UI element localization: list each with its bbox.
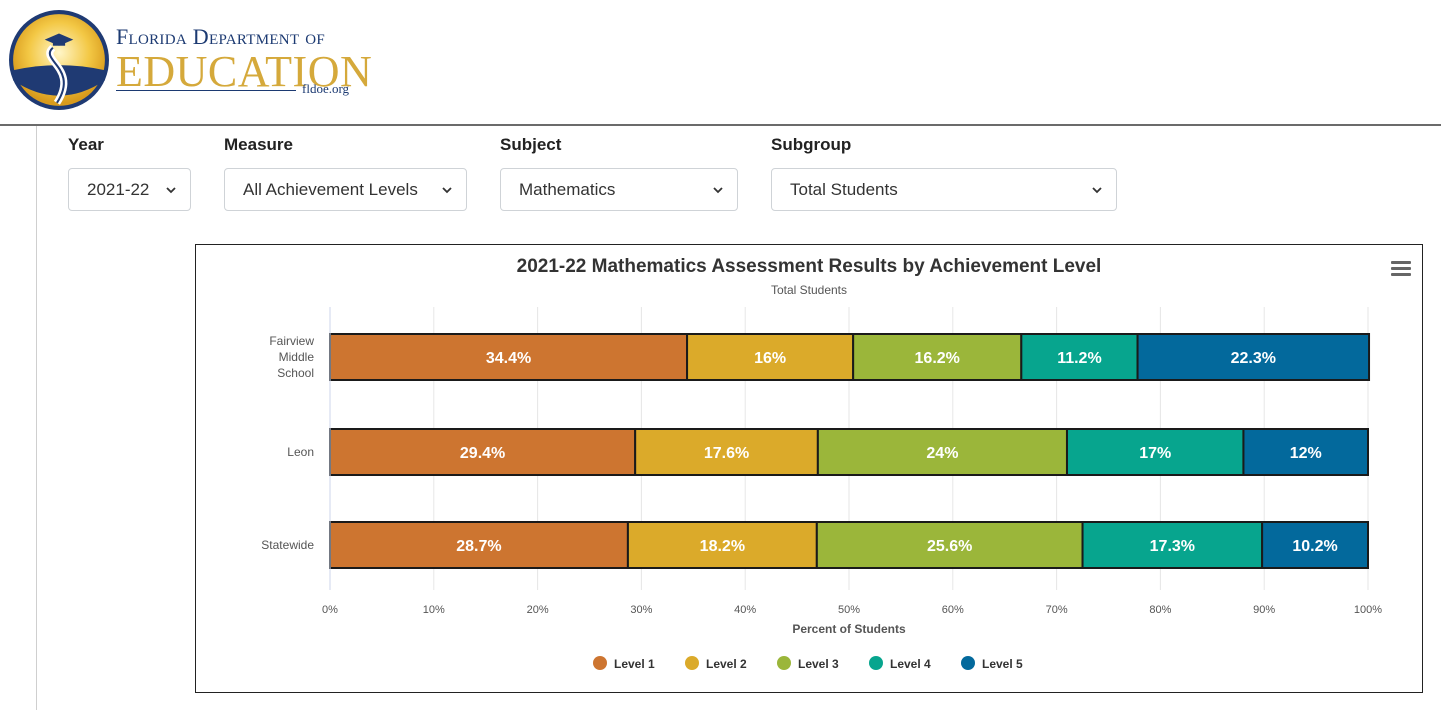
- subject-label: Subject: [500, 135, 562, 154]
- legend-item-label: Level 5: [982, 657, 1023, 671]
- x-axis-title: Percent of Students: [792, 622, 906, 636]
- year-label: Year: [68, 135, 104, 154]
- data-label: 17%: [1139, 445, 1171, 462]
- subgroup-label: Subgroup: [771, 135, 852, 154]
- bar-segment: [1020, 333, 1139, 381]
- logo-url: fldoe.org: [302, 81, 350, 96]
- chart-title: 2021-22 Mathematics Assessment Results b…: [517, 256, 1102, 277]
- x-tick-label: 50%: [838, 604, 860, 616]
- x-tick-label: 40%: [734, 604, 756, 616]
- bar-segment: [1242, 428, 1369, 476]
- logo-line1: Florida Department of: [116, 24, 325, 49]
- subject-value: Mathematics: [519, 179, 616, 199]
- chevron-down-icon: [442, 186, 452, 193]
- measure-filter: Measure All Achievement Levels: [224, 135, 467, 211]
- chevron-down-icon: [166, 186, 176, 193]
- logo-divider: [116, 90, 296, 91]
- year-select[interactable]: 2021-22: [68, 168, 191, 211]
- bar-segment: [626, 521, 818, 569]
- subgroup-value: Total Students: [790, 179, 898, 199]
- bar-segment: [852, 333, 1023, 381]
- data-label: 17.6%: [704, 445, 749, 462]
- logo-line2: EDUCATION: [116, 47, 373, 96]
- y-category-label: Leon: [287, 445, 314, 459]
- chart-subtitle: Total Students: [771, 283, 847, 297]
- data-label: 17.3%: [1150, 538, 1195, 555]
- bar-segment: [816, 428, 1068, 476]
- data-label: 34.4%: [486, 350, 531, 367]
- data-label: 18.2%: [700, 538, 745, 555]
- bar-segment: [815, 521, 1084, 569]
- data-label: 22.3%: [1231, 350, 1276, 367]
- x-tick-label: 30%: [630, 604, 652, 616]
- legend-marker: [777, 656, 791, 670]
- bar-segment: [1261, 521, 1370, 569]
- year-value: 2021-22: [87, 179, 150, 199]
- legend-marker: [685, 656, 699, 670]
- x-tick-label: 90%: [1253, 604, 1275, 616]
- subgroup-filter: Subgroup Total Students: [771, 135, 1117, 211]
- left-divider: [36, 126, 37, 710]
- chart-container: 2021-22 Mathematics Assessment Results b…: [195, 244, 1423, 693]
- chart-menu-icon[interactable]: [1391, 261, 1411, 277]
- legend-item-label: Level 3: [798, 657, 839, 671]
- x-tick-label: 100%: [1354, 604, 1382, 616]
- legend-marker: [869, 656, 883, 670]
- measure-value: All Achievement Levels: [243, 179, 418, 199]
- x-tick-label: 80%: [1149, 604, 1171, 616]
- data-label: 28.7%: [456, 538, 501, 555]
- fldoe-seal-logo[interactable]: [8, 9, 110, 111]
- data-label: 29.4%: [460, 445, 505, 462]
- x-tick-label: 60%: [942, 604, 964, 616]
- bar-segment: [1081, 521, 1264, 569]
- measure-label: Measure: [224, 135, 293, 154]
- bar-segment: [634, 428, 819, 476]
- y-category-label: Statewide: [261, 538, 314, 552]
- bar-segment: [329, 333, 689, 381]
- x-tick-label: 70%: [1046, 604, 1068, 616]
- data-label: 10.2%: [1292, 538, 1337, 555]
- data-label: 16%: [754, 350, 786, 367]
- fldoe-wordmark: Florida Department of EDUCATION fldoe.or…: [116, 24, 373, 96]
- legend-item-label: Level 1: [614, 657, 655, 671]
- y-category-label: Fairview Middle School: [269, 334, 314, 380]
- chevron-down-icon: [1092, 186, 1102, 193]
- data-label: 12%: [1290, 445, 1322, 462]
- page-header: Florida Department of EDUCATION fldoe.or…: [0, 0, 1441, 126]
- measure-select[interactable]: All Achievement Levels: [224, 168, 467, 211]
- year-filter: Year 2021-22: [68, 135, 191, 211]
- subject-filter: Subject Mathematics: [500, 135, 738, 211]
- stacked-bar-chart: 2021-22 Mathematics Assessment Results b…: [261, 256, 1382, 671]
- legend-item-label: Level 2: [706, 657, 747, 671]
- data-label: 25.6%: [927, 538, 972, 555]
- x-tick-label: 0%: [322, 604, 338, 616]
- subject-select[interactable]: Mathematics: [500, 168, 738, 211]
- data-label: 11.2%: [1057, 350, 1101, 367]
- chevron-down-icon: [713, 186, 723, 193]
- x-tick-label: 10%: [423, 604, 445, 616]
- bar-segment: [1136, 333, 1371, 381]
- data-label: 24%: [926, 445, 958, 462]
- legend-marker: [961, 656, 975, 670]
- bar-segment: [686, 333, 855, 381]
- x-tick-label: 20%: [527, 604, 549, 616]
- legend-item-label: Level 4: [890, 657, 931, 671]
- data-label: 16.2%: [915, 350, 960, 367]
- subgroup-select[interactable]: Total Students: [771, 168, 1117, 211]
- legend-marker: [593, 656, 607, 670]
